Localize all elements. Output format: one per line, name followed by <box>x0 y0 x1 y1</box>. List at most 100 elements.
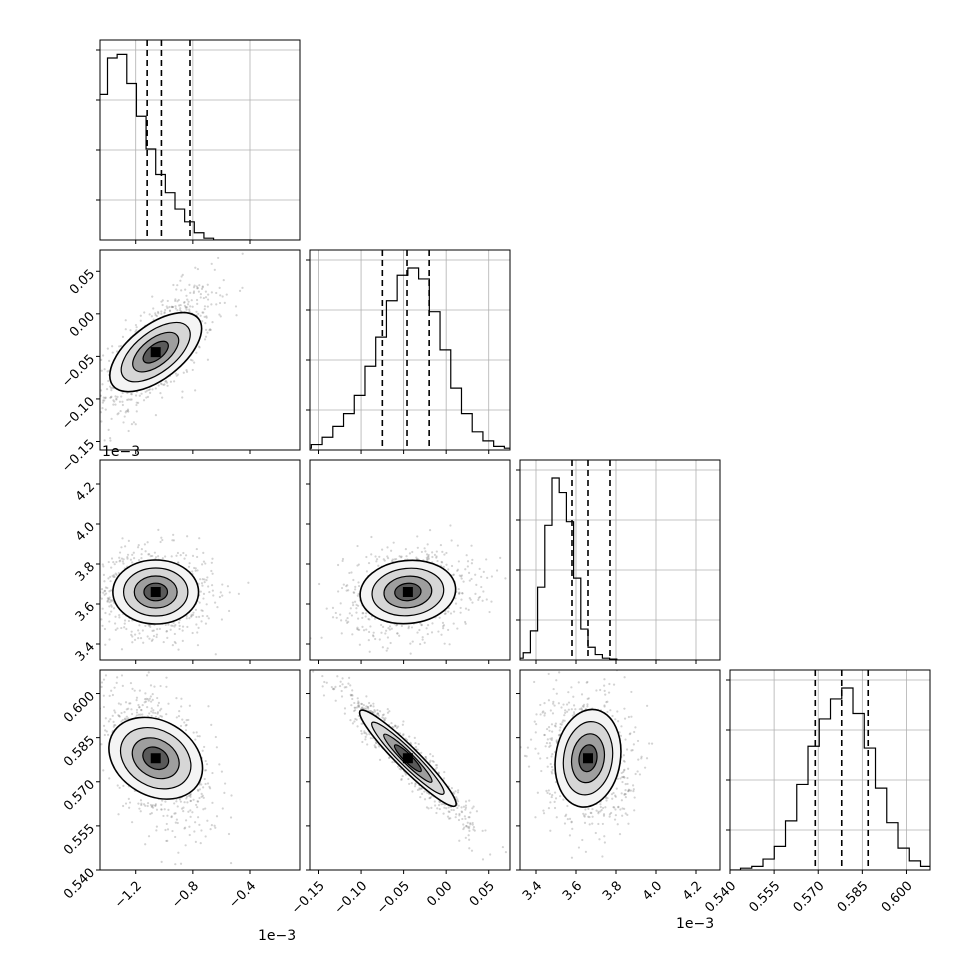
sample-point <box>201 749 204 752</box>
sample-point <box>160 808 163 811</box>
sample-point <box>427 556 430 559</box>
sample-point <box>201 614 204 618</box>
sample-point <box>120 711 123 715</box>
sample-point <box>189 799 192 803</box>
sample-point <box>467 608 470 612</box>
sample-point <box>89 590 91 592</box>
sample-point <box>389 641 392 645</box>
sample-point <box>159 391 162 395</box>
sample-point <box>632 743 635 746</box>
sample-point <box>447 628 450 632</box>
sample-point <box>386 711 390 714</box>
sample-point <box>194 567 197 570</box>
sample-point <box>195 803 198 807</box>
sample-point <box>446 815 450 818</box>
sample-point <box>423 547 426 550</box>
sample-point <box>166 828 170 831</box>
sample-point <box>434 804 437 807</box>
sample-point <box>202 560 206 563</box>
sample-point <box>105 592 108 595</box>
sample-point <box>304 591 306 593</box>
sample-point <box>206 819 209 822</box>
sample-point <box>447 806 450 809</box>
sample-point <box>417 742 420 746</box>
sample-point <box>191 554 195 557</box>
scatter-panel-p1-p4 <box>96 669 301 874</box>
sample-point <box>460 577 463 580</box>
density-contour <box>371 567 445 617</box>
sample-point <box>100 369 103 372</box>
sample-point <box>625 748 629 751</box>
sample-point <box>381 646 384 649</box>
sample-point <box>464 800 468 803</box>
sample-point <box>122 804 125 808</box>
sample-point <box>577 846 581 849</box>
sample-point <box>173 625 176 628</box>
sample-point <box>183 301 186 304</box>
sample-point <box>368 701 371 705</box>
sample-point <box>392 541 395 544</box>
sample-point <box>477 596 480 600</box>
sample-point <box>347 589 350 592</box>
sample-point <box>349 694 353 697</box>
sample-point <box>195 298 199 302</box>
sample-point <box>114 403 117 406</box>
sample-point <box>183 300 186 304</box>
sample-point <box>221 583 224 586</box>
sample-point <box>355 718 358 721</box>
sample-point <box>480 585 483 589</box>
sample-point <box>203 777 206 781</box>
sample-point <box>160 707 163 711</box>
sample-point <box>464 804 468 807</box>
sample-point <box>197 615 201 618</box>
sample-point <box>402 733 405 736</box>
sample-point <box>428 529 432 532</box>
sample-point <box>139 799 143 802</box>
sample-point <box>169 380 173 383</box>
sample-point <box>558 729 561 732</box>
sample-point <box>356 627 359 631</box>
sample-point <box>221 295 224 298</box>
sample-point <box>116 413 119 416</box>
sample-point <box>220 770 224 773</box>
sample-point <box>464 622 467 625</box>
sample-point <box>465 554 468 557</box>
sample-point <box>426 559 429 562</box>
sample-point <box>179 862 183 865</box>
sample-point <box>386 557 390 560</box>
sample-point <box>205 316 208 319</box>
sample-point <box>464 568 467 571</box>
sample-point <box>124 717 127 720</box>
sample-point <box>142 399 146 402</box>
sample-point <box>186 535 189 538</box>
sample-point <box>117 714 121 718</box>
sample-point <box>362 612 365 615</box>
sample-point <box>208 329 211 332</box>
sample-point <box>135 714 138 717</box>
sample-point <box>120 557 124 560</box>
sample-point <box>332 688 335 691</box>
sample-point <box>182 551 185 555</box>
sample-point <box>203 308 206 311</box>
sample-point <box>188 308 191 311</box>
sample-point <box>167 702 170 705</box>
sample-point <box>457 818 461 822</box>
sample-point <box>118 345 121 348</box>
sample-point <box>386 546 389 549</box>
sample-point <box>201 286 204 289</box>
sample-point <box>468 799 471 802</box>
sample-point <box>357 584 361 588</box>
sample-point <box>154 387 157 390</box>
sample-point <box>131 561 134 564</box>
sample-point <box>339 680 342 683</box>
sample-point <box>119 703 122 706</box>
sample-point <box>166 299 169 303</box>
sample-point <box>194 821 197 824</box>
sample-point <box>184 288 187 291</box>
sample-point <box>312 670 315 673</box>
sample-point <box>471 823 474 826</box>
sample-point <box>141 713 144 716</box>
sample-point <box>104 408 107 411</box>
sample-point <box>149 695 152 698</box>
sample-point <box>376 708 379 712</box>
